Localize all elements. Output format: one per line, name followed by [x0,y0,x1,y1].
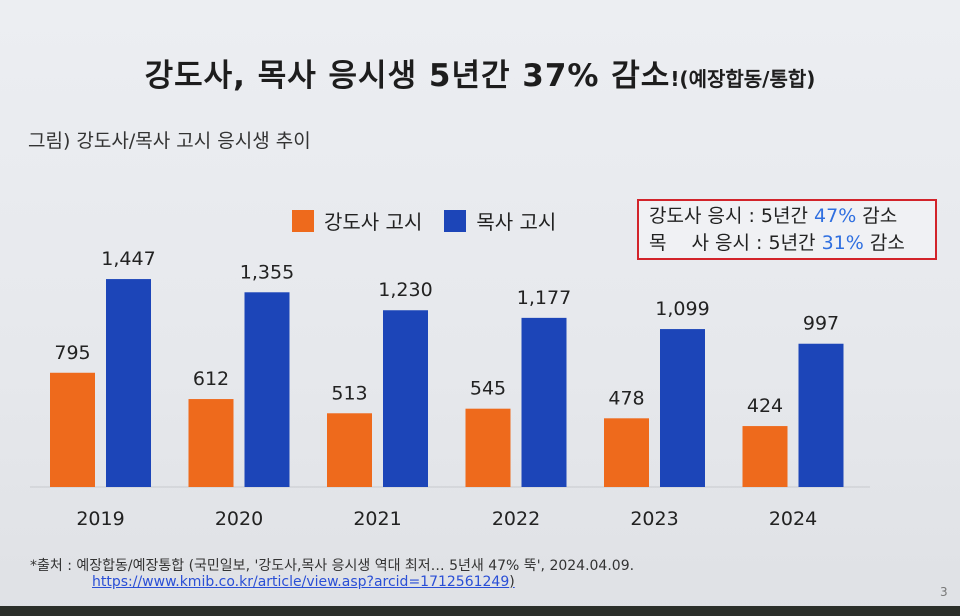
data-label: 1,177 [517,287,571,309]
legend-item-kangdosa: 강도사 고시 [292,206,422,235]
data-label: 424 [747,395,783,417]
x-tick-label: 2019 [76,508,124,530]
data-label: 1,230 [378,279,432,301]
bar-moksa-2020 [244,292,290,487]
data-label: 1,447 [101,248,155,270]
data-label: 795 [54,342,90,364]
summary-tail: 감소 [856,205,898,227]
bar-kangdosa-2019 [50,372,95,487]
bar-moksa-2021 [383,310,428,487]
source-link-close: ) [509,574,515,590]
bar-kangdosa-2021 [327,413,372,487]
x-tick-label: 2022 [492,508,540,530]
x-tick-label: 2023 [630,508,678,530]
legend-label: 강도사 고시 [324,210,423,234]
legend-item-moksa: 목사 고시 [444,206,556,235]
summary-box: 강도사 응시 : 5년간 47% 감소 목 사 응시 : 5년간 31% 감소 [637,199,937,260]
data-label: 513 [331,382,367,404]
bar-kangdosa-2020 [188,399,234,487]
title-main: 강도사, 목사 응시생 5년간 37% 감소 [144,58,671,94]
summary-pct: 31% [821,232,864,254]
x-tick-label: 2024 [769,508,817,530]
bar-moksa-2024 [798,343,844,487]
title-suffix: !(예장합동/통합) [670,67,816,91]
data-label: 997 [803,313,839,335]
bar-kangdosa-2023 [604,418,649,487]
legend-swatch-orange [292,209,314,232]
summary-line-kangdosa: 강도사 응시 : 5년간 47% 감소 [649,203,935,230]
bar-moksa-2019 [106,279,151,487]
page-number: 3 [940,585,948,599]
chart-subtitle: 그림) 강도사/목사 고시 응시생 추이 [28,130,311,152]
bar-moksa-2022 [521,317,567,487]
legend-label: 목사 고시 [476,210,557,234]
data-label: 1,099 [655,298,709,320]
bar-moksa-2023 [660,329,705,487]
data-label: 1,355 [240,261,294,283]
chart-legend: 강도사 고시 목사 고시 [292,206,556,235]
source-link[interactable]: https://www.kmib.co.kr/article/view.asp?… [92,574,515,590]
source-text: *출처 : 예장합동/예장통합 (국민일보, '강도사,목사 응시생 역대 최저… [30,558,635,574]
summary-line-moksa: 목 사 응시 : 5년간 31% 감소 [649,230,935,257]
summary-pct: 47% [814,205,857,227]
bar-kangdosa-2022 [465,408,511,487]
bar-kangdosa-2024 [742,426,788,487]
data-label: 545 [470,378,506,400]
legend-swatch-blue [444,209,467,232]
summary-label: 목 사 응시 : 5년간 [649,232,822,254]
data-label: 612 [193,368,229,390]
slide-title: 강도사, 목사 응시생 5년간 37% 감소!(예장합동/통합) [0,50,960,95]
source-link-url[interactable]: https://www.kmib.co.kr/article/view.asp?… [92,574,510,590]
x-tick-label: 2020 [215,508,263,530]
screen-bezel [0,606,960,616]
summary-tail: 감소 [863,232,905,254]
x-tick-label: 2021 [353,508,401,530]
summary-label: 강도사 응시 : 5년간 [649,205,815,227]
data-label: 478 [608,387,644,409]
